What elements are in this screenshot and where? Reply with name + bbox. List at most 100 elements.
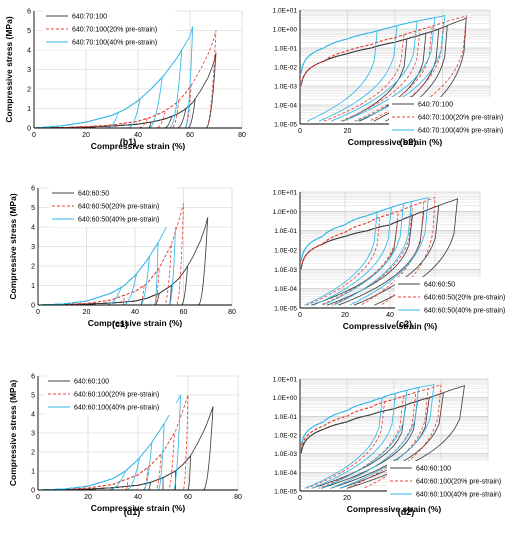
legend: 640:60:50 640:60:50(20% pre-strain) 640:60… — [49, 186, 177, 227]
curve-cycle-4 — [38, 423, 165, 491]
x-axis-title: Compressive strain (%) — [88, 318, 183, 328]
legend-label: 640:60:100 — [416, 466, 451, 473]
x-tick-label: 20 — [84, 494, 92, 501]
y-tick-label: 1.0E+01 — [273, 377, 298, 384]
y-tick-label: 1.0E-02 — [274, 65, 297, 72]
x-tick-label: 80 — [238, 132, 246, 139]
curve-cycle-5 — [300, 385, 466, 489]
x-tick-label: 80 — [234, 494, 242, 501]
y-axis-title: Compressive stress (MPa) — [8, 193, 18, 299]
y-tick-label: 1.0E-01 — [274, 228, 297, 235]
panel-d1: 0 20 40 60 80 0 1 2 3 4 5 6 Compressive strain (%) Co… — [8, 374, 242, 518]
y-tick-label: 1.0E+00 — [273, 395, 298, 402]
y-tick-label: 0 — [31, 303, 35, 310]
curve-cycle-3 — [34, 99, 180, 129]
y-tick-label: 4 — [27, 48, 31, 55]
legend-label: 640:60:50(20% pre-strain) — [424, 295, 505, 302]
y-tick-label: 5 — [31, 393, 35, 400]
x-axis-title: Compressive strain (%) — [347, 504, 442, 514]
y-tick-label: 1.0E+01 — [273, 190, 298, 197]
curve-cycle-5 — [38, 394, 181, 491]
curve-cycle-5 — [300, 198, 458, 306]
x-tick-label: 60 — [186, 132, 194, 139]
legend-label: 640:60:50 — [78, 191, 109, 198]
y-tick-label: 1.0E-01 — [274, 414, 297, 421]
curve-cycle-4 — [38, 454, 191, 491]
y-tick-label: 1.0E+01 — [273, 8, 298, 15]
y-tick-label: 3 — [27, 67, 31, 74]
y-tick-label: 1.0E-03 — [274, 451, 297, 458]
y-tick-label: 6 — [31, 186, 35, 193]
y-tick-label: 1.0E-05 — [274, 306, 297, 313]
curve-cycle-5 — [300, 383, 442, 489]
y-tick-label: 2 — [27, 87, 31, 94]
x-tick-label: 60 — [180, 309, 188, 316]
y-tick-label: 1 — [31, 283, 35, 290]
curve-cycle-5 — [300, 15, 467, 122]
y-tick-label: 1.0E-05 — [274, 122, 297, 129]
legend-label: 640:60:100(40% pre-strain) — [74, 405, 159, 412]
x-axis-title: Compressive strain (%) — [91, 141, 186, 151]
curve-cycle-4 — [300, 201, 425, 306]
curve-cycle-1 — [300, 211, 378, 306]
series-3 — [300, 384, 435, 489]
y-tick-label: 1.0E-04 — [274, 103, 297, 110]
x-axis-title: Compressive strain (%) — [343, 321, 438, 331]
x-tick-label: 0 — [32, 132, 36, 139]
y-tick-label: 6 — [31, 374, 35, 381]
y-tick-label: 1.0E-04 — [274, 470, 297, 477]
y-tick-label: 3 — [31, 244, 35, 251]
legend: 640:60:50 640:60:50(20% pre-strain) 640:60… — [395, 277, 505, 318]
legend-label: 640:60:100(40% pre-strain) — [416, 492, 501, 499]
y-tick-label: 4 — [31, 412, 35, 419]
legend-label: 640:70:100(40% pre-strain) — [418, 128, 503, 135]
curve-cycle-5 — [38, 203, 184, 306]
curve-cycle-5 — [38, 217, 209, 306]
curve-cycle-5 — [300, 196, 436, 306]
panel-b1: 0 20 40 60 80 0 1 2 3 4 5 6 Compressive strain (%) Co… — [4, 9, 246, 152]
legend-label: 640:60:50(40% pre-strain) — [78, 217, 159, 224]
curves — [300, 383, 466, 489]
y-tick-label: 1.0E-04 — [274, 286, 297, 293]
series-1 — [300, 17, 467, 122]
series-1 — [38, 217, 209, 306]
y-tick-label: 2 — [31, 264, 35, 271]
y-tick-label: 0 — [27, 126, 31, 133]
legend-label: 640:70:100 — [72, 14, 107, 21]
series-2 — [300, 196, 436, 306]
series-3 — [38, 394, 181, 491]
y-tick-label: 1.0E+00 — [273, 27, 298, 34]
y-tick-label: 5 — [27, 28, 31, 35]
legend-label: 640:60:50(20% pre-strain) — [78, 204, 159, 211]
series-1 — [300, 385, 466, 489]
y-tick-label: 1.0E-01 — [274, 46, 297, 53]
panel-caption: (c2) — [396, 319, 412, 329]
curve-cycle-2 — [38, 273, 137, 306]
legend: 640:70:100 640:70:100(20% pre-strain) 640:… — [43, 9, 175, 50]
panel-caption: (b2) — [400, 137, 417, 147]
x-tick-label: 40 — [131, 309, 139, 316]
curves — [300, 196, 458, 306]
x-tick-label: 20 — [83, 309, 91, 316]
legend-label: 640:70:100(40% pre-strain) — [72, 40, 157, 47]
y-tick-label: 1 — [31, 469, 35, 476]
legend-label: 640:60:100(20% pre-strain) — [416, 479, 501, 486]
series-3 — [300, 197, 429, 306]
legend-label: 640:60:100 — [74, 379, 109, 386]
x-tick-label: 40 — [134, 494, 142, 501]
curve-cycle-4 — [34, 83, 192, 129]
x-tick-label: 0 — [36, 309, 40, 316]
legend: 640:60:100 640:60:100(20% pre-strain) 640:… — [387, 461, 505, 502]
curve-cycle-4 — [38, 241, 159, 306]
panel-c1: 0 20 40 60 80 0 1 2 3 4 5 6 Compressive strain (%) Co… — [8, 186, 236, 330]
y-tick-label: 1.0E-05 — [274, 489, 297, 496]
x-tick-label: 20 — [82, 132, 90, 139]
y-tick-label: 5 — [31, 205, 35, 212]
legend-label: 640:70:100(20% pre-strain) — [72, 27, 157, 34]
curve-cycle-3 — [33, 76, 163, 129]
curve-cycle-5 — [300, 14, 446, 122]
y-tick-label: 2 — [31, 450, 35, 457]
x-tick-label: 20 — [343, 495, 351, 502]
series-3 — [33, 26, 194, 129]
